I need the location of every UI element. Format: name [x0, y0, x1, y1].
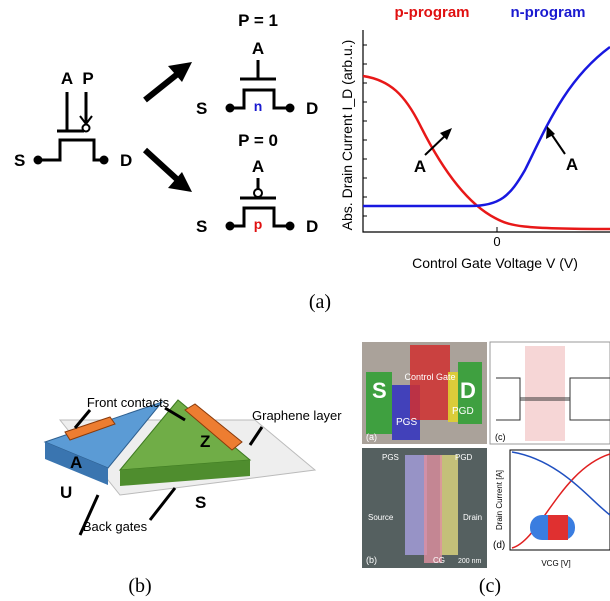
label: P	[82, 69, 93, 88]
label: A	[70, 453, 82, 472]
plot: p-program n-program 0 Control Gate Volta…	[339, 4, 610, 271]
label: D	[460, 378, 476, 403]
label: Control Gate	[404, 372, 455, 382]
label: Back gates	[83, 519, 148, 534]
label: (d)	[493, 540, 505, 551]
label: S	[14, 151, 25, 170]
legend-label: p-program	[395, 4, 470, 21]
label: Graphene layer	[252, 408, 342, 423]
label: D	[306, 99, 318, 118]
composite-image: S Control Gate D PGS PGD (a) (c) PGS PGD…	[362, 342, 610, 568]
label: S	[196, 99, 207, 118]
label: PGS	[382, 453, 399, 462]
label: Front contacts	[87, 395, 170, 410]
caption: (b)	[128, 575, 151, 597]
graphene-device: Front contacts Graphene layer A Z U S Ba…	[45, 395, 342, 535]
legend-label: n-program	[511, 4, 586, 21]
title: P = 1	[238, 11, 278, 30]
x-axis-label: Control Gate Voltage V (V)	[412, 255, 578, 271]
label: VCG [V]	[541, 559, 570, 568]
label: A	[252, 157, 264, 176]
annotation: A	[566, 155, 578, 174]
annotation: A	[414, 157, 426, 176]
caption: (a)	[309, 291, 331, 313]
label: S	[195, 493, 206, 512]
label: PGS	[396, 417, 417, 428]
label: CG	[433, 556, 445, 565]
label: (a)	[366, 432, 377, 442]
label: p	[254, 216, 263, 232]
x-tick-label: 0	[493, 234, 500, 249]
label: A	[61, 69, 73, 88]
transistor-symbol: A P S D	[14, 69, 132, 170]
p-transistor: P = 0 A S p D	[196, 131, 318, 236]
label: D	[306, 217, 318, 236]
label: n	[254, 98, 263, 114]
label: U	[60, 483, 72, 502]
title: P = 0	[238, 131, 278, 150]
label: Drain Current [A]	[495, 470, 504, 530]
caption: (c)	[479, 575, 501, 597]
label: (b)	[366, 555, 377, 565]
n-transistor: P = 1 A S n D	[196, 11, 318, 118]
arrows	[145, 62, 192, 192]
label: D	[120, 151, 132, 170]
label: S	[372, 378, 387, 403]
label: A	[252, 39, 264, 58]
label: Drain	[463, 513, 482, 522]
label: Source	[368, 513, 394, 522]
label: S	[196, 217, 207, 236]
y-axis-label: Abs. Drain Current I_D (arb.u.)	[339, 40, 355, 231]
label: Z	[200, 432, 210, 451]
label: (c)	[495, 432, 506, 442]
label: 200 nm	[458, 558, 482, 565]
label: PGD	[452, 406, 474, 417]
figure: A P S D P = 1 A S n D P = 0 A S p D p-pr…	[0, 0, 610, 601]
label: PGD	[455, 453, 473, 462]
